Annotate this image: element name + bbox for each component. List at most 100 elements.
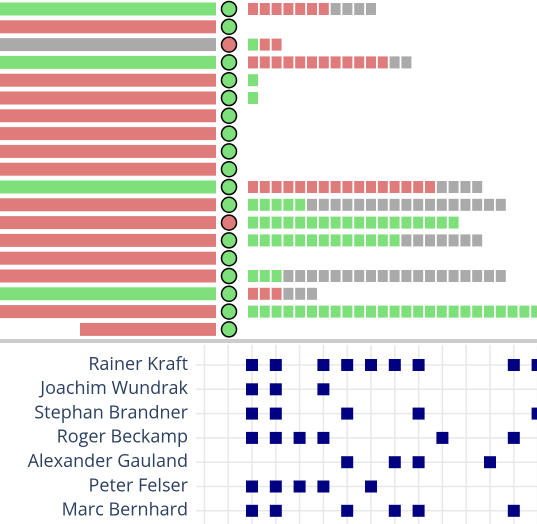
segment-square [271, 198, 282, 211]
status-circle [220, 18, 238, 36]
segment-square [354, 270, 365, 282]
status-bar [0, 91, 216, 105]
segment-square [366, 3, 376, 15]
segment-square [413, 198, 424, 211]
segment-square [436, 181, 447, 193]
segment-square [401, 234, 412, 247]
person-name: Stephan Brandner [34, 400, 188, 424]
segment-square [484, 305, 494, 318]
segment-square [354, 234, 365, 247]
segment-square [307, 216, 317, 229]
segment-square [389, 56, 400, 69]
segment-square [354, 56, 365, 69]
vote-square [317, 431, 330, 444]
segment-square [318, 234, 329, 247]
segment-square [271, 305, 282, 318]
segment-square [295, 287, 306, 300]
segment-square [495, 270, 506, 282]
vote-square [507, 359, 520, 371]
segment-square [413, 234, 424, 247]
segment-square [330, 234, 341, 247]
segment-square [448, 216, 459, 229]
segment-square [531, 305, 537, 318]
segment-square [377, 198, 388, 211]
segment-square [401, 56, 412, 69]
vote-square [269, 383, 282, 396]
segment-square [318, 198, 329, 211]
segment-square [413, 270, 424, 282]
segment-square [354, 3, 365, 15]
segment-square [248, 92, 258, 104]
segment [259, 38, 282, 51]
segment-square [259, 38, 270, 51]
vote-square [246, 431, 258, 444]
status-circle [220, 178, 238, 196]
segment-square [342, 56, 353, 69]
segment-square [259, 56, 270, 69]
segment-square [248, 216, 258, 229]
segment-square [401, 305, 412, 318]
segment-square [389, 305, 400, 318]
segment-square [248, 56, 258, 69]
segment-square [271, 38, 282, 51]
segment-square [377, 270, 388, 282]
segment-square [271, 3, 282, 15]
segment-square [425, 234, 435, 247]
segment-square [460, 234, 471, 247]
segment-square [307, 3, 317, 15]
segment-square [248, 74, 258, 87]
segment-square [354, 216, 365, 229]
segment-square [318, 216, 329, 229]
segment-square [330, 198, 341, 211]
status-circle [220, 160, 238, 178]
segment-square [259, 287, 270, 300]
vote-square [388, 359, 401, 371]
person-name: Alexander Gauland [28, 449, 188, 473]
segment-square [318, 56, 329, 69]
segment [283, 287, 317, 300]
segment-square [271, 287, 282, 300]
segment-square [413, 181, 424, 193]
segment-square [248, 198, 258, 211]
segment-square [248, 305, 258, 318]
segment-square [377, 56, 388, 69]
segment-square [366, 234, 376, 247]
segment-square [318, 305, 329, 318]
status-bar [0, 2, 216, 16]
segment-square [425, 305, 435, 318]
segment-square [377, 305, 388, 318]
segment-square [248, 38, 258, 51]
status-bar [0, 73, 216, 87]
segment-square [413, 216, 424, 229]
segment-square [436, 305, 447, 318]
person-name: Peter Felser [89, 473, 189, 497]
segment-square [448, 305, 459, 318]
segment-square [366, 181, 376, 193]
segment-square [307, 181, 317, 193]
segment-square [307, 305, 317, 318]
segment-square [425, 270, 435, 282]
segment-square [436, 234, 447, 247]
segment-square [330, 270, 341, 282]
status-bar [0, 162, 216, 176]
segment-square [330, 3, 341, 15]
segment-square [436, 270, 447, 282]
status-bar [0, 198, 216, 212]
segment-square [271, 56, 282, 69]
status-bar [0, 233, 216, 247]
segment [248, 305, 537, 318]
status-bar [0, 269, 216, 283]
vote-square [388, 504, 401, 517]
status-bar [0, 305, 216, 319]
vote-square [507, 504, 520, 517]
segment-square [283, 181, 294, 193]
vote-square [365, 480, 377, 493]
segment-square [259, 181, 270, 193]
segment-square [519, 305, 530, 318]
status-circle [220, 196, 238, 214]
status-bar [0, 180, 216, 194]
segment-square [413, 305, 424, 318]
segment-square [401, 270, 412, 282]
segment-square [366, 198, 376, 211]
segment-square [259, 305, 270, 318]
